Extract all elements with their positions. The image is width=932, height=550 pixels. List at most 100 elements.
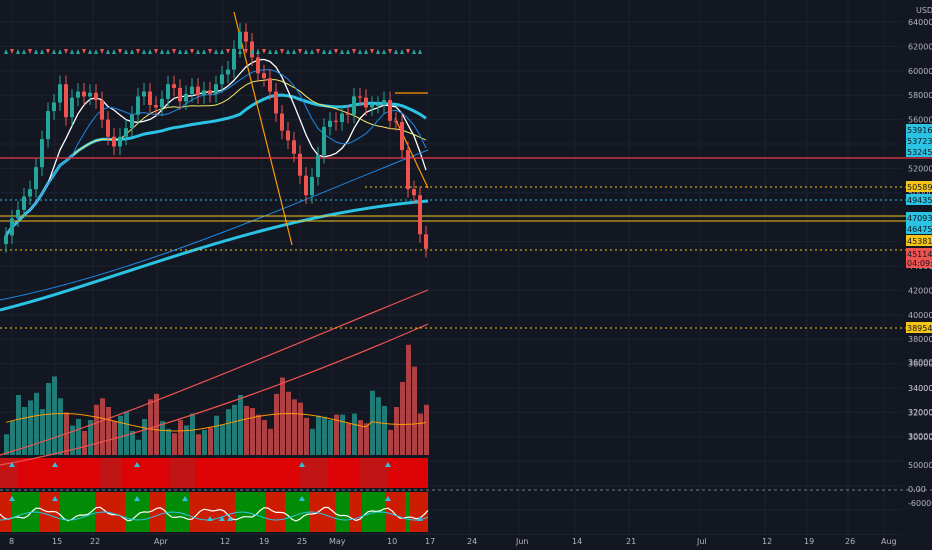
- candle: [214, 75, 218, 103]
- oscillator-signal-icon: [134, 462, 140, 467]
- time-tick-label: 25: [297, 537, 307, 546]
- candle: [196, 78, 200, 104]
- candle: [292, 131, 296, 163]
- volume-bar: [244, 405, 249, 455]
- candle: [418, 186, 422, 243]
- candle-body: [184, 93, 188, 102]
- price-tag-label: 45381.33: [907, 237, 932, 246]
- down-triangle-icon: [82, 49, 86, 54]
- down-triangle-icon: [280, 49, 284, 54]
- candle-body: [202, 90, 206, 96]
- candle: [76, 83, 80, 107]
- volume-bar: [232, 404, 237, 455]
- down-triangle-icon: [316, 49, 320, 54]
- volume-bar: [88, 420, 93, 455]
- volume-bar: [202, 429, 207, 455]
- volume-bar: [304, 417, 309, 455]
- volume-bar: [136, 439, 141, 455]
- candle-body: [118, 136, 122, 147]
- candle: [322, 118, 326, 164]
- down-triangle-icon: [64, 49, 68, 54]
- down-triangle-icon: [388, 49, 392, 54]
- volume-tick-label: 30000.00: [908, 432, 932, 441]
- up-triangle-icon: [418, 49, 422, 54]
- price-tags: 53916.01 53723.81 53245.19 50589.45 49435.33…: [906, 124, 932, 333]
- candle-body: [28, 189, 32, 197]
- candle-body: [166, 84, 170, 99]
- price-tick-label: 32000.00: [908, 408, 932, 417]
- volume-bar: [46, 383, 51, 455]
- price-tag-box: [906, 235, 932, 246]
- candle: [136, 87, 140, 124]
- price-tag-box: [906, 212, 932, 223]
- oscillator-signal-icon: [9, 462, 15, 467]
- volume-bar: [142, 419, 147, 455]
- candle: [298, 145, 302, 185]
- volume-bar: [148, 399, 153, 455]
- volume-bar: [76, 419, 81, 455]
- candle-body: [412, 189, 416, 196]
- candle-body: [136, 96, 140, 115]
- down-triangle-icon: [244, 49, 248, 54]
- volume-bar: [4, 434, 9, 455]
- candle: [28, 180, 32, 205]
- candle: [112, 128, 116, 155]
- volume-bar: [364, 423, 369, 455]
- price-tag-box: [906, 322, 932, 333]
- oscillator-signal-icon: [52, 496, 58, 501]
- volume-bar: [406, 344, 411, 455]
- candle: [40, 130, 44, 176]
- oscillator-signal-icon: [227, 516, 233, 521]
- up-triangle-icon: [196, 49, 200, 54]
- candle-body: [304, 175, 308, 196]
- candle-body: [334, 120, 338, 123]
- volume-bar: [328, 420, 333, 455]
- candle: [352, 87, 356, 124]
- up-triangle-icon: [250, 49, 254, 54]
- up-triangle-icon: [4, 49, 8, 54]
- up-triangle-icon: [166, 49, 170, 54]
- time-tick-label: Jul: [696, 537, 707, 546]
- up-triangle-icon: [310, 49, 314, 54]
- price-tag-label: 53723.81: [907, 137, 932, 146]
- candle-body: [310, 176, 314, 196]
- oscillator-tick-label: 50000.00: [908, 461, 932, 470]
- time-tick-label: 26: [845, 537, 855, 546]
- candle: [160, 90, 164, 116]
- candle: [286, 122, 290, 149]
- price-tag-box: [906, 223, 932, 234]
- time-tick-label: 24: [467, 537, 477, 546]
- candle-body: [190, 86, 194, 94]
- candle-body: [298, 153, 302, 176]
- volume-bar: [256, 414, 261, 455]
- candle-body: [148, 91, 152, 105]
- down-triangle-icon: [172, 49, 176, 54]
- candle-body: [322, 126, 326, 155]
- volume-bar: [10, 421, 15, 455]
- candle-body: [70, 97, 74, 118]
- candle: [52, 93, 56, 120]
- volume-bar: [106, 407, 111, 455]
- up-triangle-icon: [394, 49, 398, 54]
- time-tick-label: Jun: [515, 537, 529, 546]
- candle: [316, 146, 320, 186]
- candle-body: [10, 218, 14, 236]
- candle: [190, 78, 194, 103]
- volume-bar: [418, 413, 423, 455]
- time-tick-label: Apr: [154, 537, 169, 546]
- time-tick-label: 8: [9, 537, 14, 546]
- volume-bar: [184, 425, 189, 455]
- candle-body: [88, 92, 92, 97]
- candle: [4, 226, 8, 253]
- price-tag-box: [906, 248, 932, 259]
- up-triangle-icon: [364, 49, 368, 54]
- volume-bar: [160, 421, 165, 455]
- oscillator-red-segment: [150, 492, 165, 532]
- candle-body: [346, 113, 350, 115]
- volume-bar: [370, 390, 375, 455]
- candles[interactable]: [4, 23, 428, 258]
- time-tick-label: 10: [387, 537, 397, 546]
- volume-bar: [280, 377, 285, 455]
